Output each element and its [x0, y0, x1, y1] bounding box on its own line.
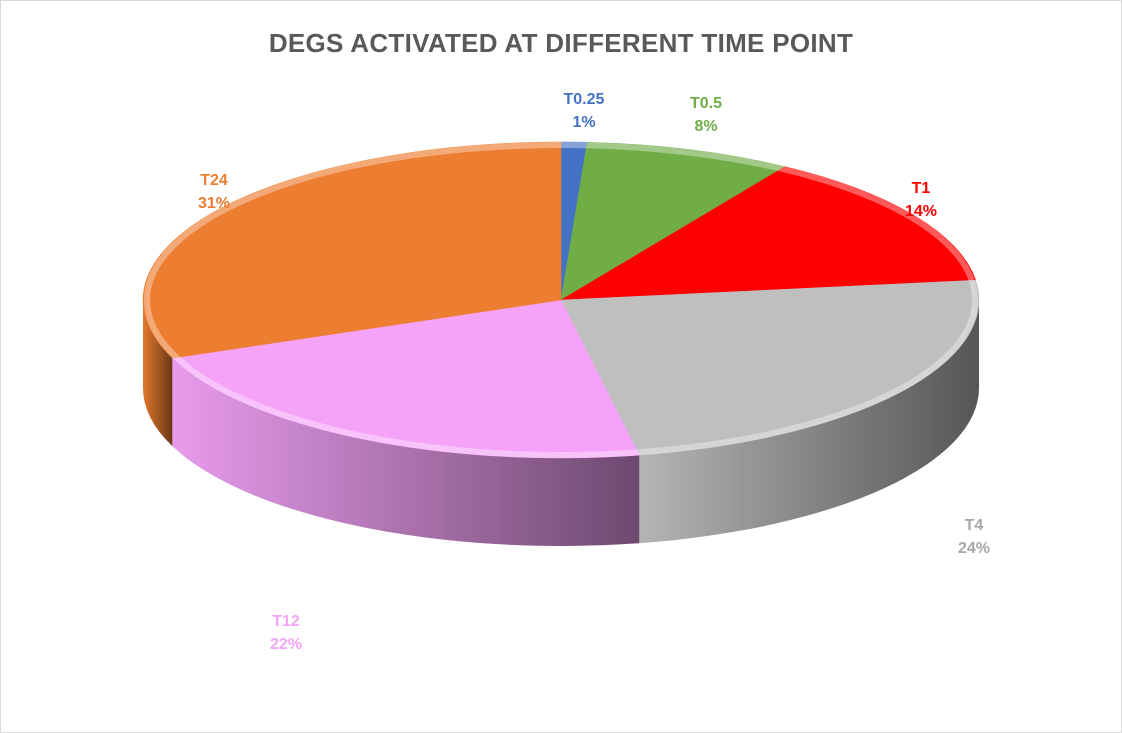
data-label-name-t12: T12 — [272, 613, 300, 630]
data-label-name-t0-25: T0.25 — [564, 91, 605, 108]
pie-slice-t4 — [560, 279, 980, 456]
data-label-name-t0-5: T0.5 — [690, 95, 722, 112]
pie-rim-highlight — [144, 142, 978, 458]
data-label-percent-t4: 24% — [958, 540, 990, 557]
data-label-name-t24: T24 — [200, 172, 228, 189]
data-label-percent-t12: 22% — [270, 636, 302, 653]
pie-slice-t0-5 — [560, 142, 786, 301]
pie-slice-t12 — [171, 299, 640, 459]
data-label-name-t4: T4 — [965, 517, 984, 534]
pie-side-t4 — [639, 300, 979, 544]
data-label-percent-t24: 31% — [198, 195, 230, 212]
pie-side-t24 — [143, 300, 173, 447]
data-label-percent-t0-25: 1% — [572, 114, 595, 131]
pie-side-t12 — [172, 358, 640, 547]
data-label-name-t1: T1 — [912, 180, 931, 197]
pie-slice-t1 — [560, 166, 977, 301]
pie-slice-t24 — [142, 141, 562, 359]
data-label-percent-t0-5: 8% — [694, 118, 717, 135]
data-label-percent-t1: 14% — [905, 203, 937, 220]
chart-title: DEGS ACTIVATED AT DIFFERENT TIME POINT — [268, 28, 854, 58]
